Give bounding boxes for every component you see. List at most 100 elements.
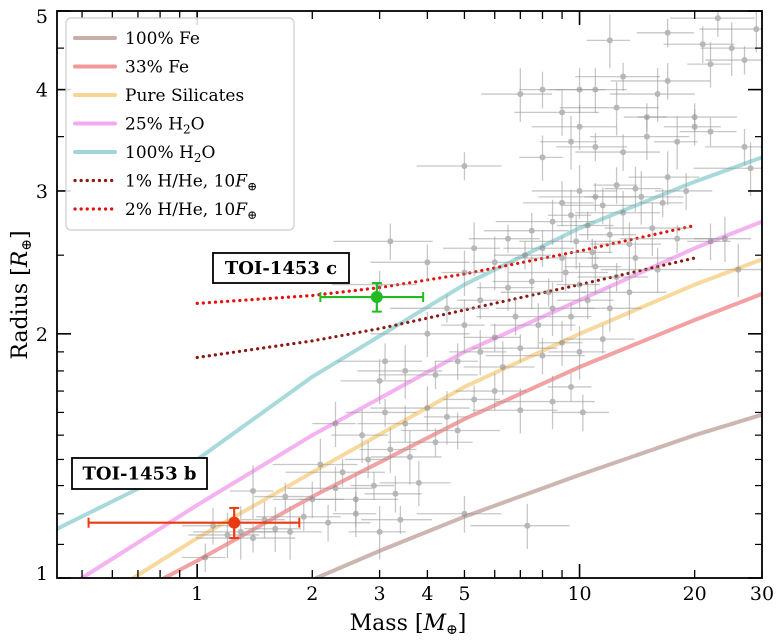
population-planet <box>254 482 312 511</box>
population-planet <box>484 212 569 250</box>
planet-point <box>741 57 748 64</box>
planet-point <box>707 128 714 135</box>
population-planet <box>495 375 595 430</box>
planet-point <box>707 61 714 68</box>
curve-33-fe <box>162 291 762 578</box>
planet-point <box>568 138 575 145</box>
population-planet <box>556 211 614 240</box>
annotation-box <box>212 252 350 284</box>
planet-point <box>576 187 583 194</box>
planet-point <box>461 510 468 517</box>
annotation-label: TOI-1453 b <box>83 464 197 485</box>
population-planet <box>443 385 501 414</box>
planet-point <box>224 531 231 538</box>
population-planet <box>333 223 433 261</box>
population-planet <box>587 240 673 277</box>
planet-point <box>606 231 613 238</box>
population-planet <box>229 465 274 519</box>
planet-point <box>261 516 268 523</box>
planet-point <box>432 439 439 446</box>
population-planet <box>637 103 737 132</box>
population-planet <box>540 115 598 170</box>
planet-point <box>584 222 591 229</box>
planet-point <box>539 352 546 359</box>
population-planet <box>476 298 548 336</box>
planet-point <box>576 281 583 288</box>
planet-point <box>549 398 556 405</box>
population-planet <box>361 505 433 535</box>
population-planet <box>556 262 600 308</box>
population-planet <box>471 236 516 291</box>
planet-point <box>592 193 599 200</box>
legend-item-33-fe: 33% Fe <box>73 58 189 78</box>
y-tick-label: 2 <box>36 324 48 346</box>
population-planet <box>244 506 302 553</box>
population-planet <box>287 466 373 512</box>
population-planet <box>559 81 659 136</box>
planet-point <box>461 322 468 329</box>
planet-point <box>545 289 552 296</box>
population-planet <box>182 543 226 572</box>
planet-point <box>664 29 671 36</box>
x-tick-label: 3 <box>374 583 386 605</box>
population-planet <box>357 405 443 443</box>
population-planet <box>531 104 617 151</box>
planet-point <box>589 249 596 256</box>
population-planet <box>255 502 341 532</box>
legend-item-pure-silicates: Pure Silicates <box>73 86 244 106</box>
population-planet <box>705 129 762 166</box>
planet-point <box>699 41 706 48</box>
planet-point <box>747 165 754 172</box>
planet-point <box>376 528 383 535</box>
x-tick-label: 2 <box>306 583 318 605</box>
annotation-label: TOI-1453 c <box>225 258 337 279</box>
population-planet <box>531 165 617 219</box>
y-tick-label: 3 <box>36 181 48 203</box>
population-planet <box>538 183 638 212</box>
planet-point <box>300 513 307 520</box>
population-planet <box>463 323 521 352</box>
planet-point <box>664 174 671 181</box>
planet-point <box>592 263 599 270</box>
population-planet <box>556 133 628 162</box>
planet-point <box>620 73 627 80</box>
planet-point <box>339 469 346 476</box>
planet-point <box>528 278 535 285</box>
planet-point <box>359 432 366 439</box>
population-planet <box>663 26 735 64</box>
population-planet <box>551 394 609 432</box>
planet-point <box>674 235 681 242</box>
population-planet <box>331 409 389 464</box>
planet-point <box>559 199 566 206</box>
planet-point <box>471 396 478 403</box>
population-planet <box>370 431 442 485</box>
population-planet <box>350 471 395 500</box>
planet-point <box>638 193 645 200</box>
planet-toi-1453-c <box>319 282 425 313</box>
planet-point <box>477 348 484 355</box>
planet-point <box>613 273 620 280</box>
planet-point <box>683 187 690 194</box>
planet-point <box>576 123 583 130</box>
legend-label: 33% Fe <box>125 58 189 78</box>
planet-point <box>613 104 620 111</box>
planet-point <box>282 493 289 500</box>
population-planet <box>655 173 713 210</box>
planet-point <box>317 461 324 468</box>
planet-point <box>606 37 613 44</box>
planet-annotations: TOI-1453 b TOI-1453 c <box>71 252 350 490</box>
planet-point <box>626 241 633 248</box>
population-planet <box>547 302 592 331</box>
population-planet <box>441 250 485 296</box>
population-planet <box>586 14 631 69</box>
population-planet <box>575 62 661 92</box>
population-planet <box>575 190 661 237</box>
x-tick-label: 10 <box>567 583 591 605</box>
planet-point <box>741 143 748 150</box>
planet-point <box>461 163 468 170</box>
planet-point <box>584 297 591 304</box>
population-planet <box>556 282 614 320</box>
planet-point <box>250 535 257 542</box>
planet-point <box>568 212 575 219</box>
legend-label: 25% H2O <box>125 115 205 137</box>
